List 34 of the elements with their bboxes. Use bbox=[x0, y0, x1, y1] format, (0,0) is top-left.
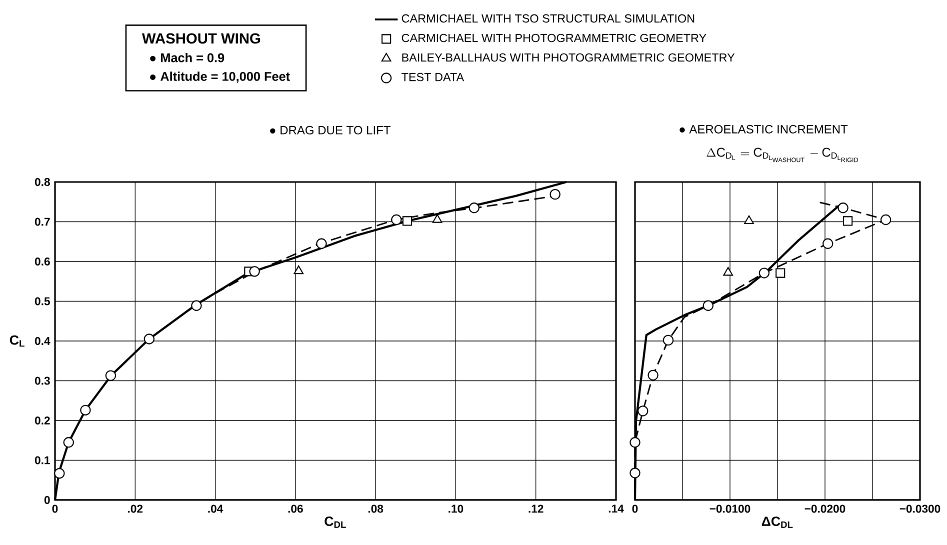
x-axis-title: C$_{DL}$ bbox=[324, 516, 346, 528]
y-tick-label: 0.5 bbox=[34, 297, 50, 306]
y-tick-label: 0.2 bbox=[34, 416, 50, 424]
x-tick-label: 0 bbox=[52, 504, 58, 513]
x-tick-label: .04 bbox=[208, 504, 224, 513]
legend-label: BAILEY-BALLHAUS WITH PHOTOGRAMMETRIC GEOMETRY bbox=[402, 53, 735, 62]
y-tick-label: 0.1 bbox=[34, 456, 50, 464]
x-tick-label: −0.0100 bbox=[710, 504, 750, 513]
text: WASHOUT WING bbox=[142, 33, 260, 44]
x-tick-label: .12 bbox=[528, 504, 544, 513]
y-tick-label: 0.7 bbox=[34, 218, 50, 226]
x-tick-label: .02 bbox=[128, 504, 143, 513]
y-tick-label: 0.6 bbox=[34, 257, 50, 266]
legend-label: CARMICHAEL WITH TSO STRUCTURAL SIMULATION bbox=[402, 14, 694, 23]
text: ● Altitude = 10,000 Feet bbox=[150, 72, 290, 83]
y-tick-label: 0.3 bbox=[34, 376, 50, 385]
y-axis-title: C$_{L}$ bbox=[10, 335, 24, 347]
chart-title: ● AEROELASTIC INCREMENT bbox=[680, 124, 848, 134]
legend-label: CARMICHAEL WITH PHOTOGRAMMETRIC GEOMETRY bbox=[402, 34, 706, 42]
x-tick-label: −0.0300 bbox=[900, 504, 940, 513]
chart-subtitle: $\Delta \mathrm{C}_{\mathrm{D}_{\mathrm{L}}} = \mathrm{C}_{\mathrm{D}_{\mathrm{L}_{\mathrm{WASHOUT}}}} - \mathrm{C}_{\mathrm{D}_{\mathrm{L}_{\mathrm{RIGID}}}}$ bbox=[706, 148, 858, 162]
x-tick-label: −0.0200 bbox=[804, 504, 846, 513]
legend-label: TEST DATA bbox=[402, 72, 464, 82]
x-tick-label: .08 bbox=[368, 504, 384, 513]
y-tick-label: 0 bbox=[44, 496, 50, 504]
x-tick-label: .06 bbox=[288, 504, 303, 513]
x-axis-title: ΔC$_{DL}$ bbox=[762, 516, 793, 528]
y-tick-label: 0.4 bbox=[34, 336, 50, 345]
x-tick-label: 0 bbox=[632, 504, 638, 513]
chart-title: ● DRAG DUE TO LIFT bbox=[270, 126, 390, 134]
x-tick-label: .14 bbox=[608, 504, 624, 512]
y-tick-label: 0.8 bbox=[34, 178, 50, 186]
text: ● Mach = 0.9 bbox=[150, 52, 224, 62]
x-tick-label: .10 bbox=[448, 504, 464, 513]
